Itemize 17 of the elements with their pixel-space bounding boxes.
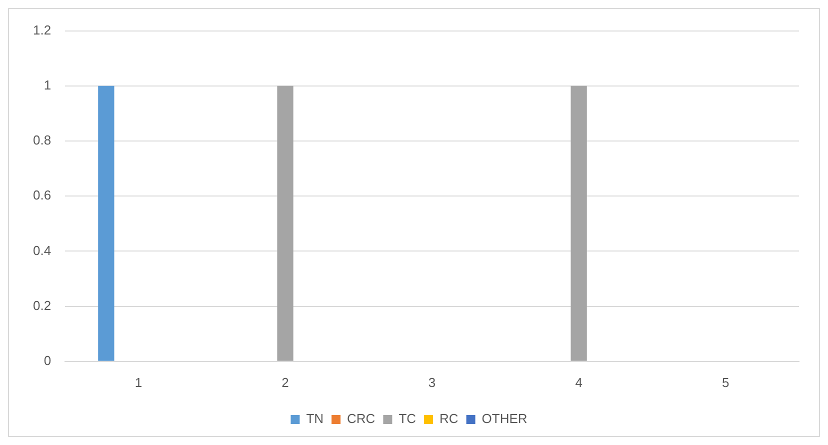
x-tick-label: 5 xyxy=(722,374,730,390)
legend-label: TC xyxy=(398,411,416,426)
y-tick-label: 0 xyxy=(44,352,52,368)
y-tick-label: 0.2 xyxy=(32,298,52,313)
legend-label: OTHER xyxy=(482,411,528,426)
legend-label: TN xyxy=(306,411,324,426)
x-tick-label: 4 xyxy=(575,374,582,390)
x-tick-label: 1 xyxy=(134,374,142,390)
y-tick-label: 0.6 xyxy=(32,188,52,203)
x-tick-label: 3 xyxy=(428,374,436,390)
y-tick-label: 0.8 xyxy=(32,132,52,148)
y-tick-label: 0.4 xyxy=(32,242,52,258)
x-tick-label: 2 xyxy=(282,374,289,390)
y-tick-label: 1 xyxy=(44,77,52,92)
legend-label: CRC xyxy=(347,411,376,426)
legend-label: RC xyxy=(440,411,458,426)
y-tick-label: 1.2 xyxy=(32,22,52,38)
